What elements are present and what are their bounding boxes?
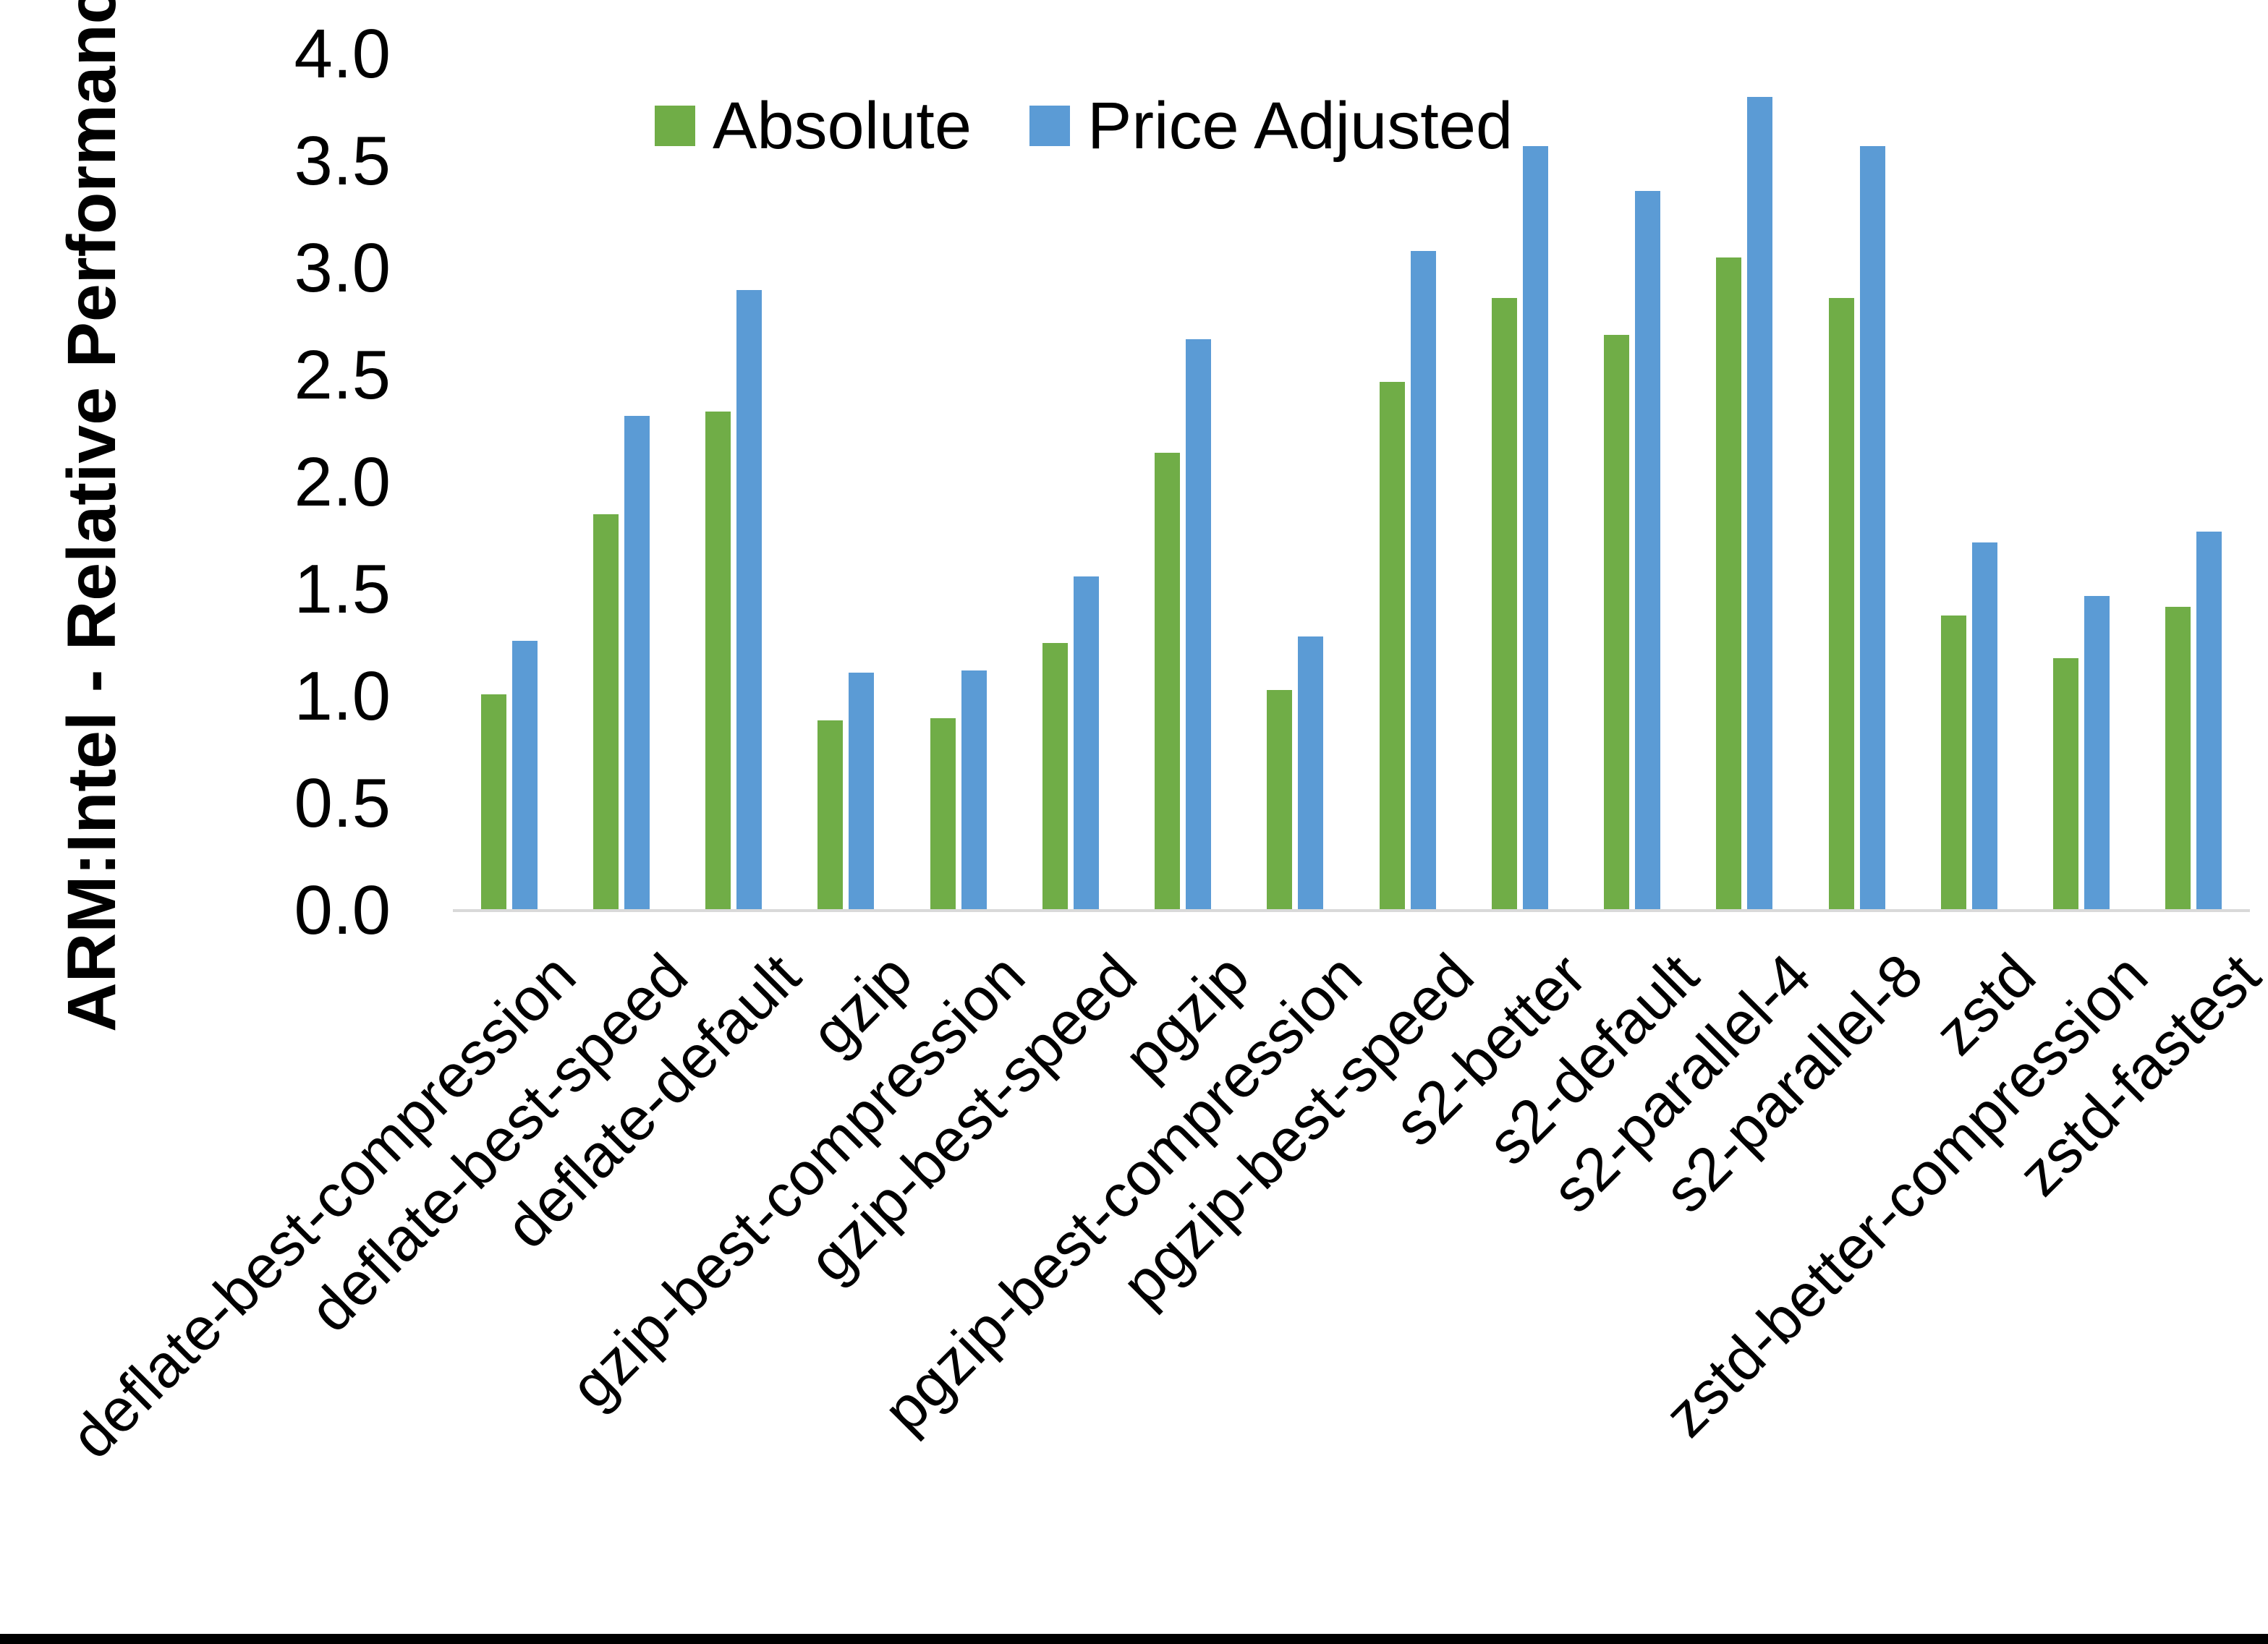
bar-price-adjusted-pgzip bbox=[1186, 339, 1211, 911]
bar-price-adjusted-gzip-best-compression bbox=[961, 670, 987, 911]
bottom-border-line bbox=[0, 1634, 2268, 1644]
bar-absolute-zstd bbox=[1941, 616, 1966, 911]
bar-absolute-s2-parallel-4 bbox=[1716, 257, 1741, 911]
bar-absolute-gzip bbox=[817, 720, 843, 911]
bar-absolute-deflate-default bbox=[705, 412, 731, 911]
bar-price-adjusted-s2-parallel-8 bbox=[1860, 146, 1885, 911]
y-tick-label: 1.5 bbox=[294, 550, 391, 628]
bar-absolute-gzip-best-speed bbox=[1042, 643, 1068, 911]
bar-price-adjusted-zstd bbox=[1972, 542, 1997, 911]
bar-absolute-s2-default bbox=[1604, 335, 1629, 911]
y-tick-label: 4.0 bbox=[294, 15, 391, 93]
y-tick-label: 1.0 bbox=[294, 657, 391, 735]
legend-label-price-adjusted: Price Adjusted bbox=[1087, 89, 1513, 163]
plot-area bbox=[453, 54, 2250, 912]
legend-item-absolute: Absolute bbox=[655, 93, 972, 159]
legend-swatch-price-adjusted bbox=[1029, 106, 1071, 146]
x-axis-line bbox=[453, 909, 2250, 912]
y-tick-label: 2.0 bbox=[294, 443, 391, 521]
bar-price-adjusted-gzip bbox=[849, 673, 874, 911]
bar-price-adjusted-s2-default bbox=[1635, 191, 1660, 911]
bar-absolute-deflate-best-speed bbox=[593, 514, 619, 911]
legend: Absolute Price Adjusted bbox=[655, 93, 1513, 159]
bar-price-adjusted-pgzip-best-compression bbox=[1298, 636, 1323, 911]
bar-absolute-gzip-best-compression bbox=[930, 718, 956, 911]
y-tick-label: 3.0 bbox=[294, 229, 391, 307]
bar-price-adjusted-deflate-best-speed bbox=[624, 416, 650, 911]
bar-absolute-pgzip bbox=[1155, 453, 1180, 911]
bar-price-adjusted-deflate-default bbox=[736, 290, 762, 911]
bar-absolute-pgzip-best-compression bbox=[1267, 690, 1292, 911]
bar-price-adjusted-zstd-better-compression bbox=[2084, 596, 2110, 911]
bar-price-adjusted-gzip-best-speed bbox=[1074, 576, 1099, 911]
bar-price-adjusted-s2-parallel-4 bbox=[1747, 97, 1772, 911]
bar-price-adjusted-zstd-fastest bbox=[2196, 532, 2222, 911]
legend-swatch-absolute bbox=[655, 106, 695, 146]
legend-label-absolute: Absolute bbox=[713, 89, 972, 163]
y-tick-label: 0.5 bbox=[294, 764, 391, 842]
y-tick-label: 0.0 bbox=[294, 872, 391, 949]
bar-price-adjusted-pgzip-best-speed bbox=[1411, 251, 1436, 911]
bar-price-adjusted-deflate-best-compression bbox=[512, 641, 538, 911]
bar-absolute-pgzip-best-speed bbox=[1380, 382, 1405, 911]
y-axis-title: ARM:Intel - Relative Performance bbox=[54, 0, 130, 1032]
bar-absolute-zstd-better-compression bbox=[2053, 658, 2078, 911]
y-tick-label: 2.5 bbox=[294, 336, 391, 414]
bar-absolute-zstd-fastest bbox=[2165, 607, 2191, 911]
bar-absolute-deflate-best-compression bbox=[481, 694, 506, 911]
legend-item-price-adjusted: Price Adjusted bbox=[1029, 93, 1513, 159]
y-tick-label: 3.5 bbox=[294, 122, 391, 200]
bar-absolute-s2-parallel-8 bbox=[1829, 298, 1854, 911]
bar-price-adjusted-s2-better bbox=[1523, 146, 1548, 911]
bar-absolute-s2-better bbox=[1492, 298, 1517, 911]
